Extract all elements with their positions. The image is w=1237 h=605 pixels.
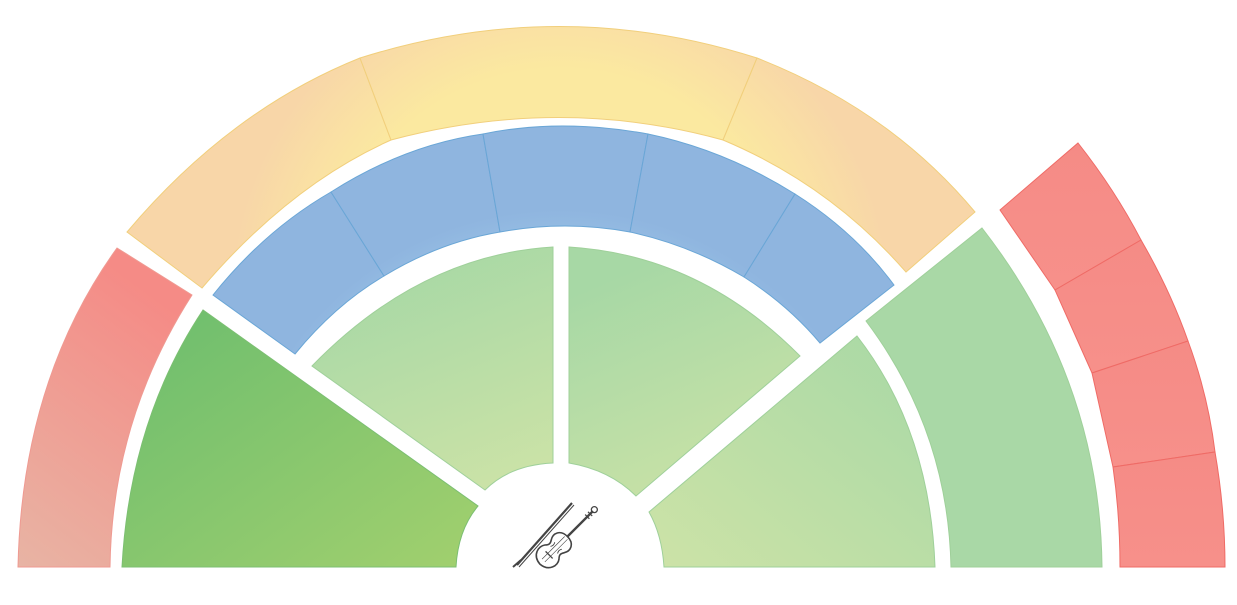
blue-segment-5[interactable] [743, 193, 895, 344]
yellow-segment-2[interactable] [359, 26, 758, 141]
yellow-segment-3[interactable] [722, 57, 976, 273]
left-red-arc-section[interactable] [17, 247, 193, 568]
right-green-arc[interactable] [865, 227, 1103, 568]
violin-with-bow-icon [512, 502, 599, 569]
inner-green-sector-right[interactable] [568, 246, 801, 497]
right-red-arc [999, 142, 1226, 568]
blue-arc [212, 125, 895, 355]
right-green-sector[interactable] [648, 335, 936, 568]
blue-segment-3[interactable] [482, 125, 649, 233]
top-yellow-arc [126, 26, 976, 289]
left-dark-green-sector[interactable] [121, 309, 479, 568]
right-red-segment-4[interactable] [1112, 451, 1226, 568]
inner-green-sector-left[interactable] [311, 246, 554, 491]
